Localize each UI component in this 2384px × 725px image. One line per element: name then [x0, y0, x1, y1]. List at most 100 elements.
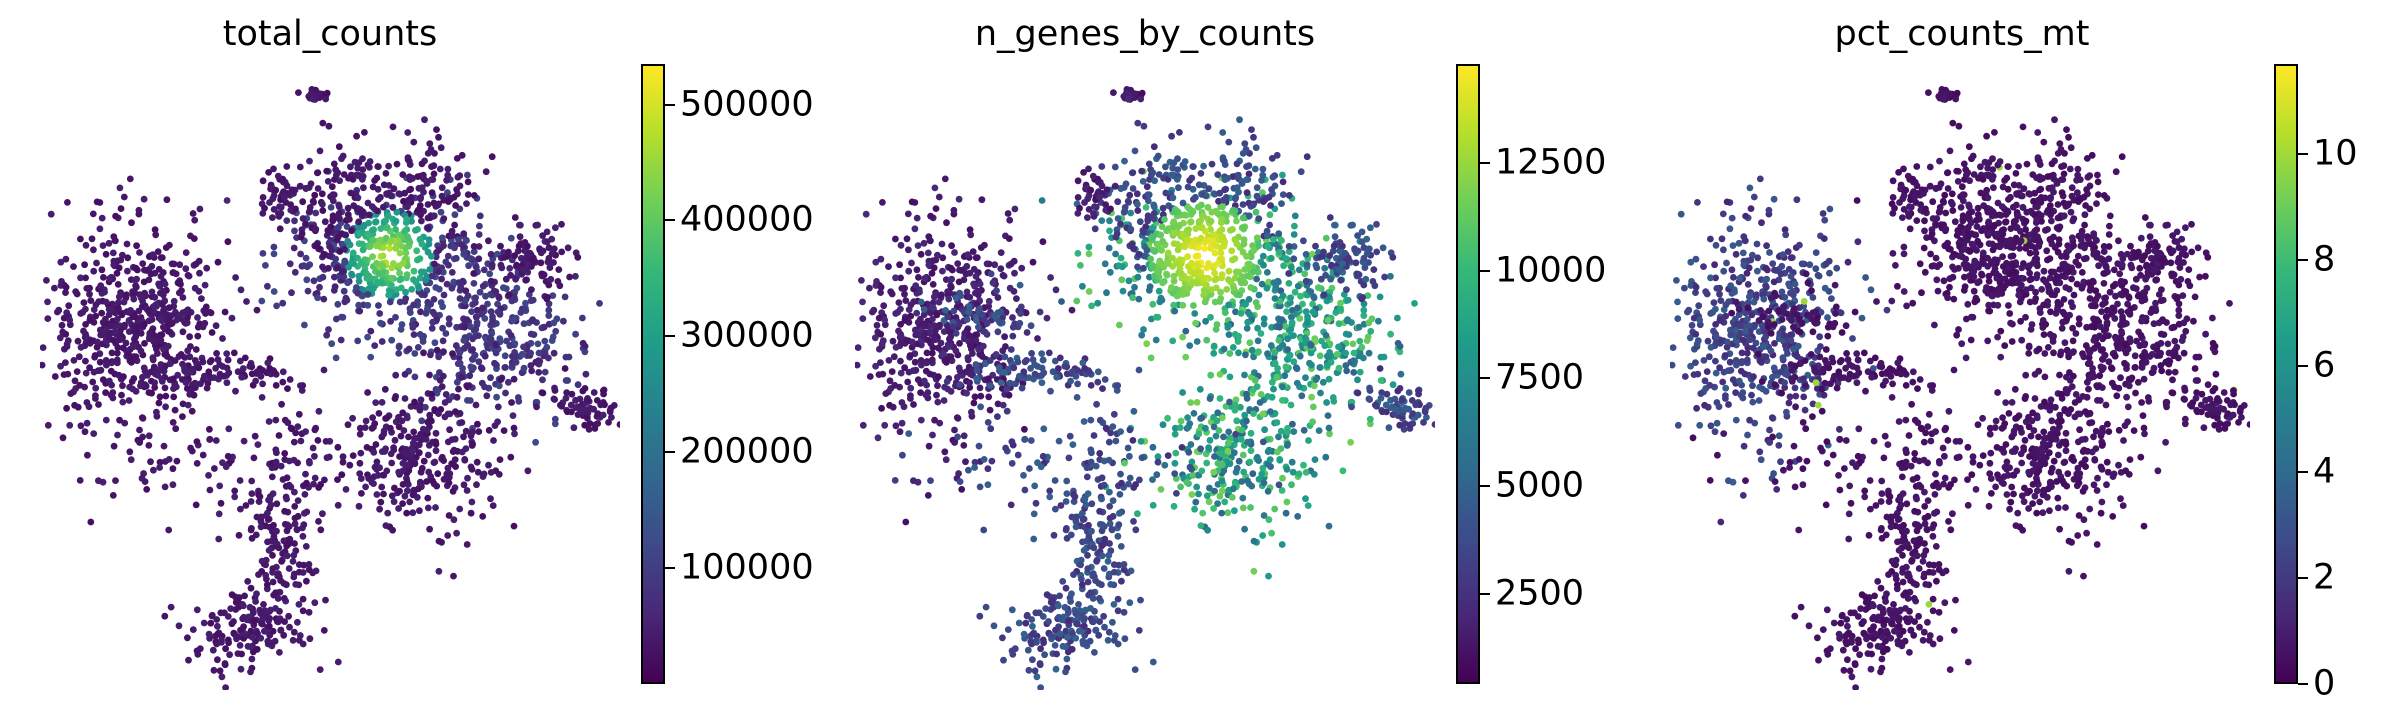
scatter-point [426, 140, 434, 147]
scatter-point [275, 210, 282, 217]
scatter-point [96, 225, 104, 233]
scatter-point [1051, 642, 1059, 649]
scatter-point [1000, 656, 1007, 664]
scatter-point [1180, 211, 1188, 219]
scatter-point [1229, 344, 1237, 351]
scatter-point [1302, 469, 1310, 476]
scatter-point [140, 364, 148, 372]
scatter-point [1100, 612, 1107, 620]
scatter-point [1364, 292, 1372, 299]
scatter-point [364, 199, 372, 207]
scatter-point [1170, 218, 1178, 226]
scatter-point [455, 236, 462, 243]
scatter-point [203, 264, 211, 272]
scatter-point [1032, 609, 1040, 617]
scatter-point [925, 442, 933, 450]
scatter-point [1039, 238, 1047, 246]
scatter-point [475, 428, 483, 435]
scatter-point [907, 384, 915, 392]
scatter-point [420, 332, 427, 340]
scatter-point [301, 491, 309, 498]
scatter-point [162, 392, 170, 400]
scatter-point [451, 211, 459, 219]
scatter-point [1114, 532, 1122, 540]
scatter-point [535, 369, 543, 376]
scatter-point [362, 270, 370, 277]
scatter-point [1098, 552, 1106, 560]
scatter-point [1240, 240, 1248, 248]
scatter-point [157, 273, 165, 280]
scatter-point [145, 308, 153, 316]
scatter-point [236, 477, 244, 484]
scatter-point [1168, 132, 1175, 140]
scatter-point [520, 266, 528, 274]
scatter-point [467, 363, 475, 371]
scatter-point [464, 383, 471, 391]
scatter-point [117, 205, 125, 213]
scatter-point [470, 192, 478, 199]
scatter-point [909, 338, 916, 346]
scatter-point [114, 431, 121, 439]
scatter-point [928, 349, 936, 357]
scatter-point [445, 512, 453, 519]
scatter-point [510, 293, 518, 301]
scatter-point [397, 432, 405, 440]
scatter-point [882, 390, 890, 397]
scatter-point [1011, 205, 1019, 213]
scatter-point [262, 628, 270, 635]
scatter-point [1287, 294, 1294, 302]
scatter-point [858, 277, 865, 284]
scatter-point [1134, 200, 1141, 208]
scatter-point [411, 373, 419, 381]
scatter-point [906, 352, 914, 359]
scatter-point [1235, 457, 1243, 465]
scatter-point [150, 466, 157, 474]
scatter-point [241, 630, 249, 638]
scatter-point [281, 450, 289, 457]
scatter-point [492, 341, 500, 349]
scatter-point [368, 478, 376, 486]
scatter-point [148, 389, 155, 397]
scatter-point [1008, 606, 1016, 614]
scatter-point [122, 339, 130, 347]
scatter-point [291, 520, 299, 528]
scatter-point [932, 256, 940, 264]
scatter-point [1254, 268, 1262, 276]
scatter-point [1211, 487, 1218, 495]
scatter-point [967, 231, 975, 239]
scatter-point [56, 334, 64, 342]
scatter-point [1198, 414, 1206, 422]
scatter-point [270, 206, 278, 213]
scatter-point [1029, 630, 1036, 638]
scatter-point [422, 436, 430, 443]
scatter-point [1115, 262, 1123, 269]
scatter-point [445, 479, 453, 487]
scatter-point [909, 367, 917, 375]
scatter-point [128, 219, 135, 227]
scatter-point [246, 362, 254, 370]
scatter-point [40, 344, 47, 351]
scatter-point [1358, 228, 1366, 236]
scatter-point [927, 328, 934, 335]
scatter-point [1282, 363, 1290, 371]
scatter-point [344, 279, 351, 287]
scatter-point [399, 500, 406, 507]
scatter-point [1179, 333, 1186, 341]
scatter-point [150, 308, 158, 316]
scatter-point [1099, 521, 1106, 529]
scatter-point [1310, 294, 1318, 302]
scatter-point [928, 269, 936, 277]
scatter-point [599, 411, 607, 419]
scatter-point [377, 498, 385, 506]
scatter-point [897, 274, 904, 282]
scatter-point [422, 310, 430, 317]
scatter-point [464, 178, 472, 186]
scatter-point [1232, 308, 1239, 316]
scatter-point [866, 373, 874, 380]
scatter-point [1268, 155, 1276, 162]
scatter-point [110, 261, 118, 269]
scatter-point [86, 290, 93, 298]
scatter-point [1072, 513, 1080, 521]
scatter-point [1218, 271, 1226, 278]
scatter-point [1236, 116, 1243, 124]
